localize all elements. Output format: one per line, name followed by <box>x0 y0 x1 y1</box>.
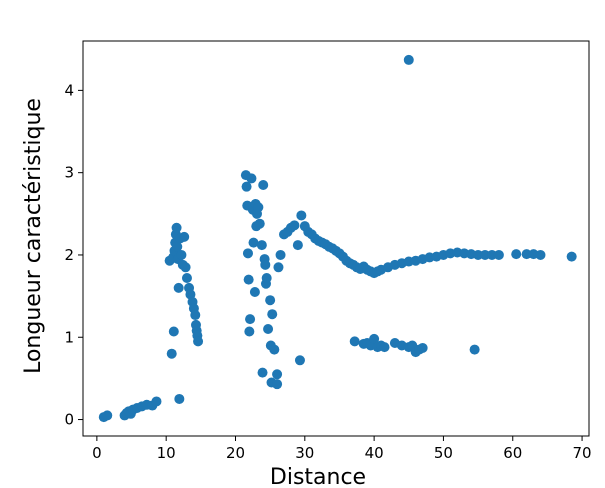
data-point <box>249 286 260 297</box>
data-point <box>566 251 577 262</box>
data-point <box>269 344 280 355</box>
x-tick-label: 20 <box>226 444 245 462</box>
data-point <box>263 324 274 335</box>
data-point <box>521 249 532 260</box>
data-point <box>272 379 283 390</box>
data-point <box>174 393 185 404</box>
data-point <box>403 54 414 65</box>
data-point <box>261 273 272 283</box>
x-tick-label: 60 <box>503 444 522 462</box>
data-point <box>257 367 268 378</box>
data-point <box>166 348 177 359</box>
data-point <box>256 240 267 251</box>
data-point <box>245 314 256 325</box>
data-point <box>248 237 259 248</box>
x-tick-label: 10 <box>157 444 176 462</box>
y-tick-label: 3 <box>64 164 74 182</box>
data-point <box>294 355 305 366</box>
data-point <box>260 259 271 270</box>
data-point <box>417 342 428 353</box>
data-point <box>172 241 183 252</box>
data-point <box>243 274 254 285</box>
data-point <box>379 342 390 353</box>
data-point <box>179 231 190 242</box>
data-point <box>480 249 491 260</box>
data-point <box>241 181 252 192</box>
data-point <box>273 262 284 273</box>
data-point <box>190 310 201 321</box>
data-point <box>469 344 480 355</box>
data-point <box>349 336 360 347</box>
y-tick-label: 4 <box>64 81 74 99</box>
x-axis-ticks: 0 10 20 30 40 50 60 70 <box>92 436 592 462</box>
x-tick-label: 40 <box>365 444 384 462</box>
data-point <box>171 222 182 233</box>
y-tick-label: 1 <box>64 328 74 346</box>
data-point <box>253 202 264 213</box>
data-point <box>102 410 113 421</box>
y-tick-label: 2 <box>64 246 74 264</box>
x-tick-label: 70 <box>573 444 592 462</box>
data-point <box>173 282 184 293</box>
data-point <box>289 220 300 231</box>
data-point <box>511 249 522 260</box>
y-axis-label: Longueur caractéristique <box>21 98 46 374</box>
x-tick-label: 50 <box>434 444 453 462</box>
data-point <box>275 249 286 260</box>
data-point <box>292 240 303 251</box>
data-point <box>369 333 380 344</box>
data-point <box>244 326 255 337</box>
data-point <box>486 249 497 260</box>
data-point <box>296 210 307 221</box>
data-point <box>267 309 278 320</box>
data-point <box>535 249 546 260</box>
data-point <box>180 262 191 273</box>
data-point <box>246 173 257 184</box>
data-point <box>258 180 269 191</box>
data-point <box>176 249 187 260</box>
x-axis-label: Distance <box>270 465 366 488</box>
data-point <box>254 218 265 229</box>
x-tick-label: 0 <box>92 444 102 462</box>
y-axis-ticks: 0 1 2 3 4 <box>64 81 83 429</box>
data-points <box>98 54 577 423</box>
data-point <box>493 249 504 260</box>
data-point <box>181 273 192 283</box>
data-point <box>265 295 276 306</box>
plot-area <box>82 40 590 437</box>
data-point <box>242 248 253 259</box>
y-tick-label: 0 <box>64 411 74 429</box>
data-point <box>151 396 162 407</box>
data-point <box>193 336 204 347</box>
data-point <box>272 369 283 380</box>
data-point <box>473 249 484 260</box>
data-point <box>168 326 179 337</box>
x-tick-label: 30 <box>295 444 314 462</box>
